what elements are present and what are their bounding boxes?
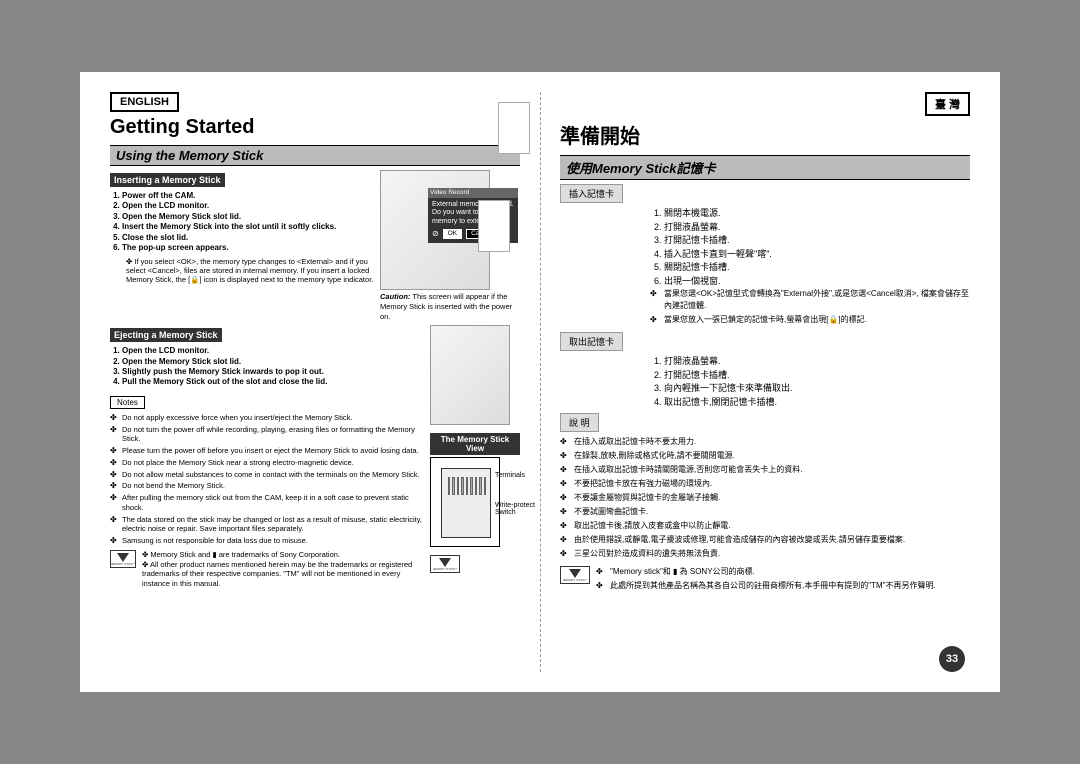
note: 不要把記憶卡放在有強力磁場的環境內. <box>560 478 970 490</box>
eject-header-ch: 取出記憶卡 <box>560 332 623 351</box>
insert-steps-ch: 關閉本機電源. 打開液晶螢幕. 打開記憶卡插槽. 插入記憶卡直到一輕聲"喀". … <box>650 207 970 288</box>
ok-button[interactable]: OK <box>443 229 462 239</box>
insert-header: Inserting a Memory Stick <box>110 173 225 187</box>
step: Pull the Memory Stick out of the slot an… <box>122 377 424 387</box>
memory-stick-logo-icon: MEMORY STICK™ <box>560 566 590 584</box>
left-column: ENGLISH Getting Started Using the Memory… <box>80 72 540 692</box>
step: 打開液晶螢幕. <box>664 221 970 235</box>
subtitle-left: Using the Memory Stick <box>110 145 520 166</box>
note: Do not bend the Memory Stick. <box>110 481 424 491</box>
cancel-button[interactable]: Cancel <box>466 229 496 239</box>
step: Insert the Memory Stick into the slot un… <box>122 222 374 232</box>
lang-tab-taiwan: 臺 灣 <box>925 92 970 116</box>
notes-list-ch: 在插入或取出記憶卡時不要太用力. 在錄製,放映,刪除或格式化時,請不要關閉電源.… <box>560 436 970 560</box>
popup-dialog: Video Record External memory inserted. D… <box>428 188 518 243</box>
step: 打開記憶卡插槽. <box>664 369 970 383</box>
step: 打開記憶卡插槽. <box>664 234 970 248</box>
step: Open the Memory Stick slot lid. <box>122 212 374 222</box>
step: Open the LCD monitor. <box>122 201 374 211</box>
eject-steps: Open the LCD monitor. Open the Memory St… <box>110 346 424 388</box>
terminals-label: Terminals <box>495 472 525 479</box>
camera-illustration-eject <box>430 325 510 425</box>
note: 三星公司對於造成資料的遺失將無法負責. <box>560 548 970 560</box>
sub-note-ch: 當果您放入一張已鎖定的記憶卡時,螢幕會出現[🔒]的標記. <box>650 314 970 326</box>
sub-note-ch: 當果您選<OK>記憶型式會轉換為"External外接",或是您選<Cancel… <box>650 288 970 312</box>
step: Open the Memory Stick slot lid. <box>122 357 424 367</box>
step: Slightly push the Memory Stick inwards t… <box>122 367 424 377</box>
tm-note-1: Memory Stick and ▮ are trademarks of Son… <box>150 550 340 559</box>
note: The data stored on the stick may be chan… <box>110 515 424 535</box>
step: 取出記憶卡,關閉記憶卡插槽. <box>664 396 970 410</box>
step: 關閉記憶卡插槽. <box>664 261 970 275</box>
step: Close the slot lid. <box>122 233 374 243</box>
notes-label: Notes <box>110 396 145 409</box>
note: After pulling the memory stick out from … <box>110 493 424 513</box>
step: Power off the CAM. <box>122 191 374 201</box>
subtitle-right: 使用Memory Stick記憶卡 <box>560 155 970 180</box>
memory-stick-logo-icon: MEMORY STICK™ <box>430 555 460 573</box>
note: Do not turn the power off while recordin… <box>110 425 424 445</box>
memory-stick-diagram: Terminals Write-protect Switch <box>430 457 500 547</box>
note: 在錄製,放映,刪除或格式化時,請不要關閉電源. <box>560 450 970 462</box>
svg-text:MEMORY STICK™: MEMORY STICK™ <box>111 562 135 566</box>
lang-tab-english: ENGLISH <box>110 92 179 112</box>
tm-note-ch-1: "Memory stick"和 ▮ 為 SONY公司的商標. <box>596 566 970 578</box>
step: 打開液晶螢幕. <box>664 355 970 369</box>
note: 取出記憶卡後,請放入皮套或盒中以防止靜電. <box>560 520 970 532</box>
step: The pop-up screen appears. <box>122 243 374 253</box>
notes-label-ch: 說 明 <box>560 413 599 432</box>
insert-subnote: If you select <OK>, the memory type chan… <box>126 257 373 284</box>
stick-view-label: The Memory Stick View <box>430 433 520 455</box>
right-column: 臺 灣 準備開始 使用Memory Stick記憶卡 插入記憶卡 關閉本機電源.… <box>540 72 1000 692</box>
tm-note-ch-2: 此處所提到其他產品名稱為其各自公司的註冊商標所有,本手冊中有提到的"TM"不再另… <box>596 580 970 592</box>
eject-header: Ejecting a Memory Stick <box>110 328 222 342</box>
note: Do not place the Memory Stick near a str… <box>110 458 424 468</box>
step: 關閉本機電源. <box>664 207 970 221</box>
camera-illustration-insert: Video Record External memory inserted. D… <box>380 170 490 290</box>
note: Samsung is not responsible for data loss… <box>110 536 424 546</box>
note: 由於使用錯誤,或靜電,電子擾波或修理,可能會造成儲存的內容被改變或丟失.請另儲存… <box>560 534 970 546</box>
svg-text:MEMORY STICK™: MEMORY STICK™ <box>433 567 457 571</box>
step: 插入記憶卡直到一輕聲"喀". <box>664 248 970 262</box>
step: 向內輕推一下記憶卡來準備取出. <box>664 382 970 396</box>
manual-page: ENGLISH Getting Started Using the Memory… <box>80 72 1000 692</box>
step: Open the LCD monitor. <box>122 346 424 356</box>
popup-header: Video Record <box>428 188 518 198</box>
insert-header-ch: 插入記憶卡 <box>560 184 623 203</box>
svg-text:MEMORY STICK™: MEMORY STICK™ <box>563 578 587 582</box>
step: 出現一個視窗. <box>664 275 970 289</box>
note: Do not allow metal substances to come in… <box>110 470 424 480</box>
popup-text: External memory inserted. Do you want to… <box>432 201 514 226</box>
dialog-x-icon: ⊘ <box>432 229 439 239</box>
page-title-right: 準備開始 <box>560 120 970 149</box>
note: Do not apply excessive force when you in… <box>110 413 424 423</box>
insert-steps: Power off the CAM. Open the LCD monitor.… <box>110 191 374 253</box>
note: 在插入或取出記憶卡時不要太用力. <box>560 436 970 448</box>
note: 不要讓金屬物質與記憶卡的金屬端子接觸. <box>560 492 970 504</box>
page-title-left: Getting Started <box>110 116 520 139</box>
note: Please turn the power off before you ins… <box>110 446 424 456</box>
tm-note-2: All other product names mentioned herein… <box>142 560 412 589</box>
note: 在插入或取出記憶卡時請關閉電源,否則您可能會丟失卡上的資料. <box>560 464 970 476</box>
page-number: 33 <box>939 646 965 672</box>
notes-list: Do not apply excessive force when you in… <box>110 413 424 546</box>
eject-steps-ch: 打開液晶螢幕. 打開記憶卡插槽. 向內輕推一下記憶卡來準備取出. 取出記憶卡,關… <box>650 355 970 409</box>
note: 不要試圖彎曲記憶卡. <box>560 506 970 518</box>
memory-stick-logo-icon: MEMORY STICK™ <box>110 550 136 568</box>
write-protect-label: Write-protect Switch <box>495 502 535 516</box>
